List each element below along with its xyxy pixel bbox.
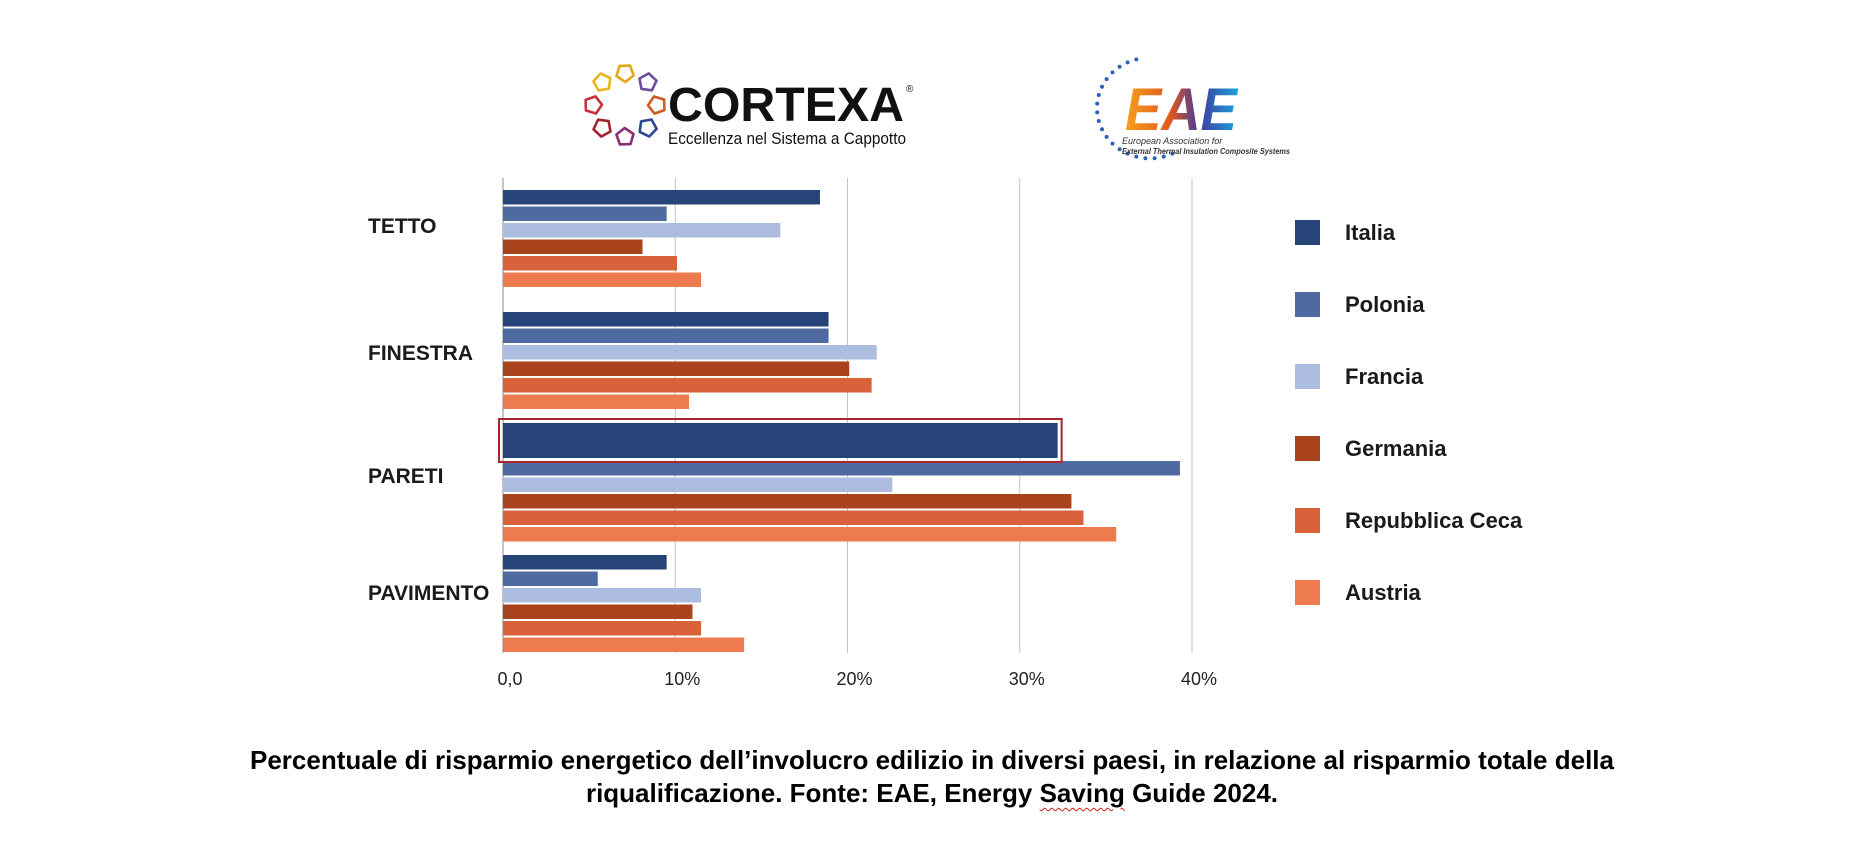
eae-star-icon [1100,127,1104,132]
ring-pentagon-icon [584,95,604,115]
eae-star-icon [1095,101,1100,106]
eae-star-icon [1110,70,1115,75]
caption-line-2-end: Guide 2024. [1124,778,1279,808]
caption-flagged-word: Saving [1039,778,1125,808]
eae-star-icon [1100,84,1104,89]
bar-tetto-austria [503,272,702,287]
legend-swatch-austria [1295,580,1320,605]
eae-star-icon [1096,93,1101,97]
category-label-finestra: FINESTRA [368,342,473,365]
bar-pareti-repubblica-ceca [503,510,1084,525]
bar-pavimento-francia [503,588,702,603]
ring-pentagon-icon [592,118,612,138]
eae-star-icon [1104,77,1109,82]
legend-label-germania: Germania [1345,436,1447,461]
tick-label-40: 40% [1181,669,1217,689]
caption-line-2-start: riqualificazione. Fonte: EAE, Energy [585,778,1040,808]
caption-line-2: riqualificazione. Fonte: EAE, Energy Sav… [0,777,1864,810]
bar-pareti-italia [503,423,1058,458]
cortexa-tagline: Eccellenza nel Sistema a Cappotto [668,129,906,148]
eae-star-icon [1096,119,1101,123]
category-label-tetto: TETTO [368,215,436,238]
legend-swatch-italia [1295,220,1320,245]
bar-pavimento-polonia [503,571,598,586]
ring-pentagon-icon [615,126,635,146]
tick-label-20: 20% [836,669,872,689]
x-axis-ticks: 0,0 10% 20% 30% 40% [497,669,1217,689]
legend-swatch-repubblica-ceca [1295,508,1320,533]
bar-finestra-austria [503,394,690,409]
legend-label-francia: Francia [1345,364,1424,389]
cortexa-ring-icon [584,64,666,146]
registered-mark-icon: ® [906,84,914,95]
bar-tetto-italia [503,190,820,205]
bar-finestra-repubblica-ceca [503,378,872,393]
legend-label-italia: Italia [1345,220,1396,245]
eae-star-icon [1110,141,1115,146]
highlight-outline [498,418,1063,463]
tick-label-30: 30% [1009,669,1045,689]
tick-label-0: 0,0 [497,669,522,689]
eae-stars-icon [1095,57,1175,161]
ring-pentagon-icon [592,72,612,92]
cortexa-logo: CORTEXA ® Eccellenza nel Sistema a Cappo… [584,64,914,148]
eae-star-icon [1170,151,1175,156]
tick-label-10: 10% [664,669,700,689]
eae-star-icon [1095,110,1100,115]
eae-star-icon [1134,154,1139,159]
category-label-pavimento: PAVIMENTO [368,582,489,605]
ring-pentagon-icon [638,118,658,138]
chart-legend: Italia Polonia Francia Germania Repubblica C… [1295,220,1523,605]
legend-label-polonia: Polonia [1345,292,1425,317]
eae-star-icon [1143,156,1148,161]
eae-star-icon [1117,147,1122,152]
chart-caption: Percentuale di risparmio energetico dell… [0,744,1864,810]
bar-pavimento-austria [503,637,745,652]
cortexa-name: CORTEXA [668,79,904,132]
legend-label-austria: Austria [1345,580,1422,605]
ring-pentagon-icon [615,64,635,84]
bar-tetto-germania [503,239,643,254]
eae-star-icon [1125,60,1130,65]
eae-star-icon [1104,134,1109,139]
legend-swatch-polonia [1295,292,1320,317]
bar-pareti-austria [503,527,1117,542]
eae-logo: EAE European Association for External Th… [1095,57,1290,161]
category-labels: TETTO FINESTRA PARETI PAVIMENTO [368,215,489,605]
bar-pavimento-germania [503,604,693,619]
legend-swatch-germania [1295,436,1320,461]
bar-pavimento-repubblica-ceca [503,621,702,636]
bar-finestra-polonia [503,328,829,343]
chart-bars [503,190,1180,652]
caption-line-1: Percentuale di risparmio energetico dell… [250,745,1614,775]
bar-pavimento-italia [503,555,667,570]
legend-label-repubblica-ceca: Repubblica Ceca [1345,508,1523,533]
bar-finestra-germania [503,361,850,376]
eae-star-icon [1117,64,1122,69]
ring-pentagon-icon [638,72,658,92]
bar-pareti-polonia [503,461,1180,476]
bar-tetto-polonia [503,206,667,221]
bar-pareti-francia [503,477,893,492]
category-label-pareti: PARETI [368,465,443,488]
bar-finestra-francia [503,345,877,360]
eae-star-icon [1134,57,1139,62]
highlight-box [498,418,1063,463]
bar-pareti-germania [503,494,1072,509]
bar-tetto-francia [503,223,781,238]
ring-pentagon-icon [646,95,666,115]
eae-line-2: External Thermal Insulation Composite Sy… [1122,146,1290,156]
eae-star-icon [1152,156,1157,161]
eae-name: EAE [1125,76,1239,143]
bar-finestra-italia [503,312,829,327]
legend-swatch-francia [1295,364,1320,389]
eae-star-icon [1161,154,1166,159]
bar-tetto-repubblica-ceca [503,256,677,271]
eae-star-icon [1125,151,1130,156]
eae-line-1: European Association for [1122,136,1223,146]
